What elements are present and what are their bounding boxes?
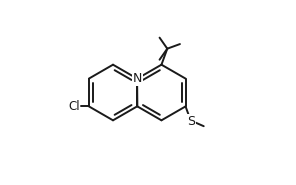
Text: N: N	[133, 72, 142, 85]
Text: Cl: Cl	[68, 100, 80, 113]
Text: S: S	[187, 115, 195, 128]
